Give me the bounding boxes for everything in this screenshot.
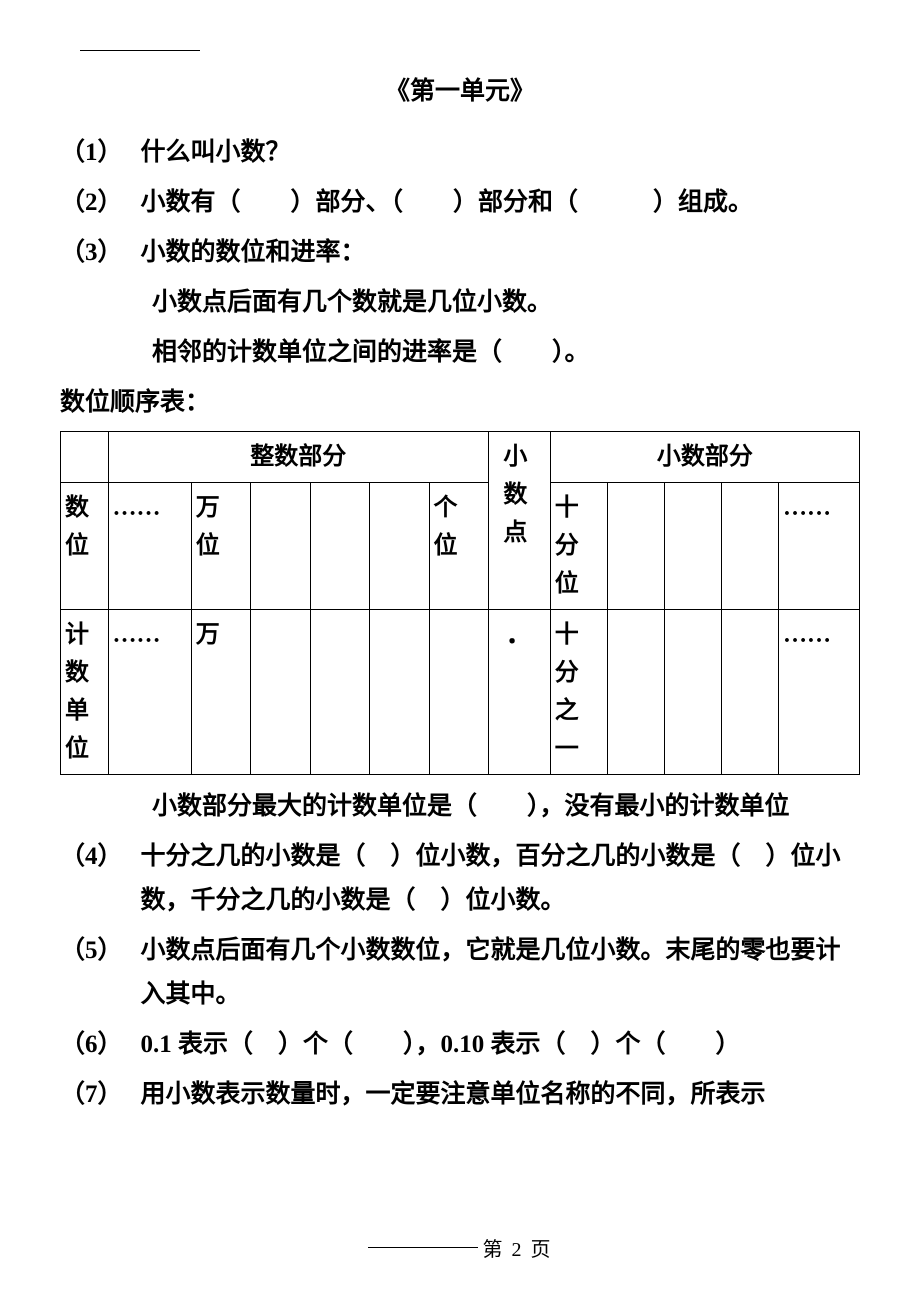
cell-dots-right: …… [779, 483, 860, 610]
item-text: 用小数表示数量时，一定要注意单位名称的不同，所表示 [141, 1073, 860, 1117]
cell-empty [429, 610, 488, 775]
cell-empty [607, 610, 664, 775]
cell-empty [251, 610, 310, 775]
header-integer-part: 整数部分 [108, 432, 488, 483]
item-text: 0.1 表示（ ）个（ ），0.10 表示（ ）个（ ） [141, 1023, 860, 1067]
cell-empty [664, 483, 721, 610]
cell-dots-left: …… [108, 610, 191, 775]
cell-dots-right: …… [779, 610, 860, 775]
page-footer: 第 2 页 [0, 1233, 920, 1262]
table-row-count-unit: 计数单位 …… 万 ． 十分之一 …… [61, 610, 860, 775]
item-number: （5） [60, 929, 141, 1017]
cell-empty [310, 610, 369, 775]
cell-ge: 个位 [429, 483, 488, 610]
item-text: 什么叫小数？ [141, 131, 860, 175]
item-number: （6） [60, 1023, 141, 1067]
item-number: （7） [60, 1073, 141, 1117]
cell-empty [251, 483, 310, 610]
item-number: （4） [60, 835, 141, 923]
header-decimal-part: 小数部分 [550, 432, 859, 483]
cell-empty [721, 483, 778, 610]
cell-wan: 万 [191, 610, 250, 775]
cell-empty [370, 610, 429, 775]
table-label: 数位顺序表： [60, 381, 860, 425]
item-2: （2） 小数有（ ）部分、（ ）部分和（ ）组成。 [60, 181, 860, 225]
cell-empty [721, 610, 778, 775]
header-decimal-point: 小 数点 [488, 432, 550, 610]
item-text: 十分之几的小数是（ ）位小数，百分之几的小数是（ ）位小数，千分之几的小数是（ … [141, 835, 860, 923]
item-3-sub-c: 小数部分最大的计数单位是（ ），没有最小的计数单位 [60, 785, 860, 829]
cell-empty [370, 483, 429, 610]
row-label: 数位 [61, 483, 109, 610]
item-number: （1） [60, 131, 141, 175]
cell-shifen: 十分之一 [550, 610, 607, 775]
item-7: （7） 用小数表示数量时，一定要注意单位名称的不同，所表示 [60, 1073, 860, 1117]
item-text: 小数点后面有几个小数数位，它就是几位小数。末尾的零也要计入其中。 [141, 929, 860, 1017]
cell-decimal-dot: ． [488, 610, 550, 775]
item-6: （6） 0.1 表示（ ）个（ ），0.10 表示（ ）个（ ） [60, 1023, 860, 1067]
footer-rule [368, 1247, 478, 1248]
item-3: （3） 小数的数位和进率： [60, 231, 860, 275]
top-rule [80, 50, 200, 51]
footer-page-number: 第 2 页 [483, 1239, 553, 1261]
cell-empty [310, 483, 369, 610]
item-3-sub-a: 小数点后面有几个数就是几位小数。 [60, 281, 860, 325]
table-header-row: 整数部分 小 数点 小数部分 [61, 432, 860, 483]
item-number: （3） [60, 231, 141, 275]
item-1: （1） 什么叫小数？ [60, 131, 860, 175]
item-text: 小数有（ ）部分、（ ）部分和（ ）组成。 [141, 181, 860, 225]
item-5: （5） 小数点后面有几个小数数位，它就是几位小数。末尾的零也要计入其中。 [60, 929, 860, 1017]
cell-shifen: 十分位 [550, 483, 607, 610]
cell-dots-left: …… [108, 483, 191, 610]
page-title: 《第一单元》 [60, 71, 860, 107]
header-blank [61, 432, 109, 483]
item-number: （2） [60, 181, 141, 225]
cell-wan: 万位 [191, 483, 250, 610]
item-4: （4） 十分之几的小数是（ ）位小数，百分之几的小数是（ ）位小数，千分之几的小… [60, 835, 860, 923]
cell-empty [664, 610, 721, 775]
place-value-table: 整数部分 小 数点 小数部分 数位 …… 万位 个位 十分位 …… 计数单位 …… [60, 431, 860, 775]
row-label: 计数单位 [61, 610, 109, 775]
cell-empty [607, 483, 664, 610]
item-3-sub-b: 相邻的计数单位之间的进率是（ ）。 [60, 331, 860, 375]
table-row-digit-place: 数位 …… 万位 个位 十分位 …… [61, 483, 860, 610]
item-text: 小数的数位和进率： [141, 231, 860, 275]
